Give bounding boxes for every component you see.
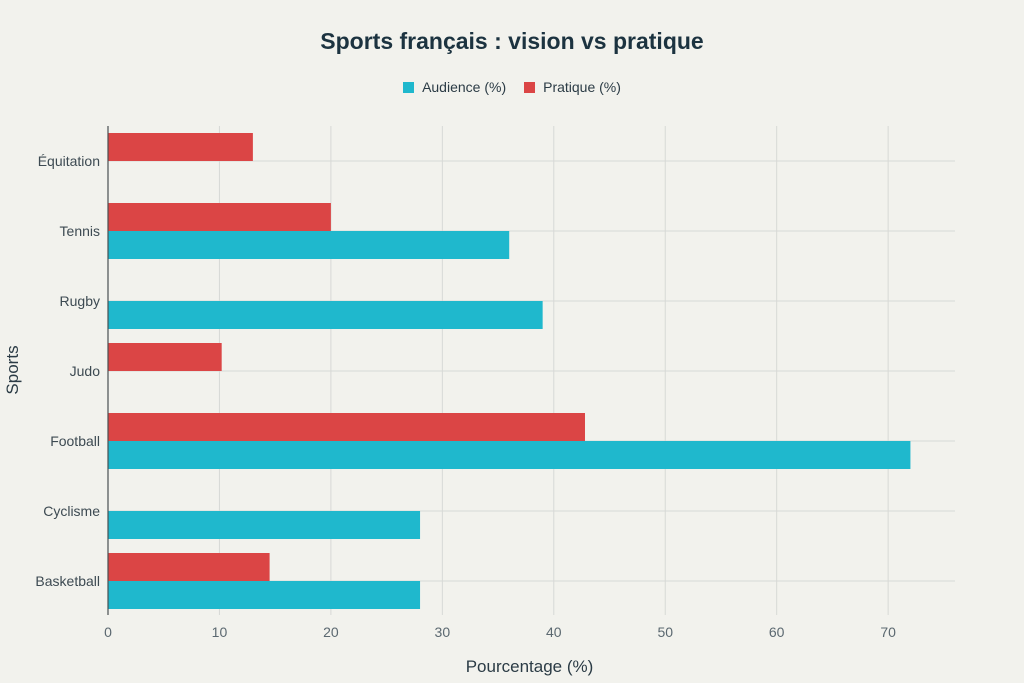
x-axis-title: Pourcentage (%) <box>466 657 594 676</box>
x-tick-label-40: 40 <box>546 624 562 640</box>
bar-pratique-1 <box>108 203 331 231</box>
y-axis-title: Sports <box>3 345 22 394</box>
category-label-2: Rugby <box>60 293 100 309</box>
category-label-1: Tennis <box>60 223 100 239</box>
bar-pratique-4 <box>108 413 585 441</box>
x-tick-label-0: 0 <box>104 624 112 640</box>
legend-label-pratique: Pratique (%) <box>543 79 621 95</box>
x-tick-label-20: 20 <box>323 624 339 640</box>
category-label-0: Équitation <box>38 153 100 169</box>
category-label-6: Basketball <box>35 573 100 589</box>
bar-pratique-0 <box>108 133 253 161</box>
x-tick-label-10: 10 <box>212 624 228 640</box>
x-tick-label-70: 70 <box>880 624 896 640</box>
bar-audience-4 <box>108 441 911 469</box>
legend-label-audience: Audience (%) <box>422 79 507 95</box>
category-label-3: Judo <box>70 363 101 379</box>
bar-audience-6 <box>108 581 421 609</box>
x-tick-label-60: 60 <box>769 624 785 640</box>
bar-audience-5 <box>108 511 421 539</box>
legend-swatch-pratique <box>524 81 536 93</box>
x-tick-label-50: 50 <box>657 624 673 640</box>
bar-audience-2 <box>108 301 543 329</box>
legend-item-pratique[interactable]: Pratique (%) <box>524 79 621 95</box>
legend-item-audience[interactable]: Audience (%) <box>403 79 506 95</box>
chart-legend: Audience (%) Pratique (%) <box>0 79 1024 95</box>
x-tick-label-30: 30 <box>435 624 451 640</box>
category-label-4: Football <box>50 433 100 449</box>
legend-swatch-audience <box>403 81 415 93</box>
category-label-5: Cyclisme <box>43 503 100 519</box>
chart-title: Sports français : vision vs pratique <box>320 28 704 54</box>
bar-pratique-3 <box>108 343 222 371</box>
bar-audience-1 <box>108 231 510 259</box>
bar-pratique-6 <box>108 553 270 581</box>
